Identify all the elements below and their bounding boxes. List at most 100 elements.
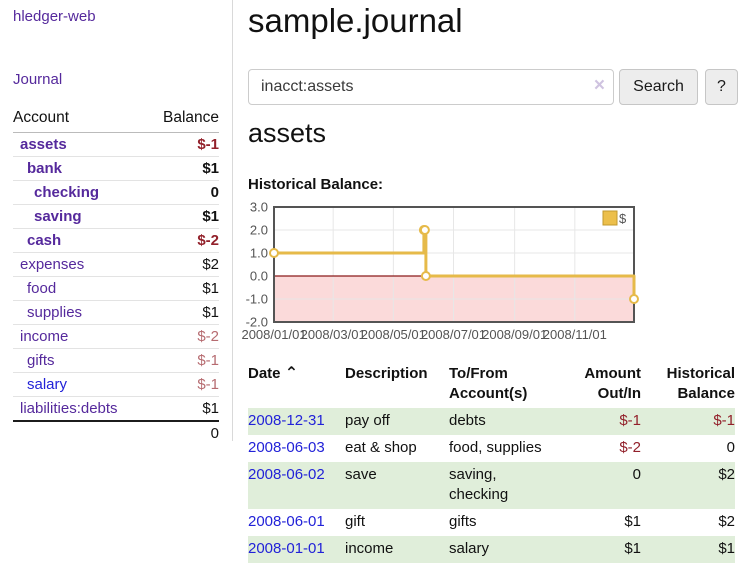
account-balance: $-1 xyxy=(147,348,219,373)
search-input[interactable] xyxy=(248,69,614,105)
accounts-table: Account Balance assets $-1 bank $1 checkin… xyxy=(13,106,219,445)
transaction-date-link[interactable]: 2008-06-03 xyxy=(248,439,325,456)
transaction-description: gift xyxy=(345,513,366,530)
account-heading: assets xyxy=(248,118,327,148)
page-title: sample.journal xyxy=(248,2,463,39)
svg-text:2008/01/01: 2008/01/01 xyxy=(241,327,306,342)
chart-title: Historical Balance: xyxy=(248,176,384,193)
transaction-historical: 0 xyxy=(726,439,735,456)
account-balance: $1 xyxy=(147,300,219,325)
account-link-saving[interactable]: saving xyxy=(34,208,82,225)
account-link-checking[interactable]: checking xyxy=(34,184,100,201)
account-balance: $-2 xyxy=(147,228,219,253)
accounts-header-balance: Balance xyxy=(147,106,219,133)
account-link-assets[interactable]: assets xyxy=(20,136,67,153)
transaction-historical: $1 xyxy=(641,536,735,563)
transaction-date-link[interactable]: 2008-01-01 xyxy=(248,540,325,557)
account-row: gifts $-1 xyxy=(13,348,219,373)
register-row: 2008-06-01 gift gifts $1 $2 xyxy=(248,509,735,536)
account-balance: $1 xyxy=(147,276,219,301)
svg-text:2008/09/01: 2008/09/01 xyxy=(482,327,547,342)
clear-search-icon[interactable]: × xyxy=(593,75,605,96)
register-header-amount: Amount Out/In xyxy=(584,365,641,402)
account-row: liabilities:debts $1 xyxy=(13,396,219,421)
transaction-tofrom: food, supplies xyxy=(449,439,542,456)
transaction-date-link[interactable]: 2008-12-31 xyxy=(248,412,325,429)
svg-text:-1.0: -1.0 xyxy=(246,292,268,307)
account-row: salary $-1 xyxy=(13,372,219,397)
account-link-income[interactable]: income xyxy=(20,328,69,345)
register-row: 2008-01-01 income salary $1 $1 xyxy=(248,536,735,563)
transaction-historical: $2 xyxy=(641,462,735,509)
transaction-tofrom: saving, checking xyxy=(449,462,561,509)
account-row: checking 0 xyxy=(13,180,219,205)
chart-canvas: 3.0 2.0 1.0 0.0 -1.0 -2.02008/01/012008/03/01… xyxy=(241,200,639,342)
svg-text:2008/05/01: 2008/05/01 xyxy=(361,327,426,342)
account-link-bank[interactable]: bank xyxy=(27,160,63,177)
sort-asc-icon: ⌃ xyxy=(284,365,299,382)
search-form: × Search ? xyxy=(248,69,738,105)
account-link-cash[interactable]: cash xyxy=(27,232,62,249)
account-row: supplies $1 xyxy=(13,300,219,325)
transaction-date-link[interactable]: 2008-06-02 xyxy=(248,466,325,483)
account-row: assets $-1 xyxy=(13,133,219,157)
sidebar-item-journal[interactable]: Journal xyxy=(13,71,63,88)
account-link-expenses[interactable]: expenses xyxy=(20,256,85,273)
historical-balance-chart: 3.0 2.0 1.0 0.0 -1.0 -2.0 2008/01/01 2008/03/01… xyxy=(241,200,642,345)
account-balance: $2 xyxy=(147,252,219,277)
account-row: expenses $2 xyxy=(13,252,219,277)
register-header-historical: Historical Balance xyxy=(666,365,735,402)
svg-text:2008/11/01: 2008/11/01 xyxy=(543,327,607,342)
transaction-tofrom: salary xyxy=(449,536,561,563)
account-link-salary[interactable]: salary xyxy=(27,376,68,393)
transaction-description: pay off xyxy=(345,408,449,435)
account-balance: $1 xyxy=(147,204,219,229)
transaction-amount: $1 xyxy=(624,513,641,530)
accounts-header-account: Account xyxy=(13,106,148,133)
svg-text:1.0: 1.0 xyxy=(250,246,268,261)
register-table: Date ⌃ Description To/From Account(s) Am… xyxy=(248,362,735,563)
sidebar: hledger-web Journal Account Balance asse… xyxy=(0,0,233,445)
accounts-total: 0 xyxy=(147,420,219,445)
account-link-supplies[interactable]: supplies xyxy=(27,304,83,321)
transaction-historical: $-1 xyxy=(641,408,735,435)
transaction-amount: $1 xyxy=(561,536,641,563)
register-header-date[interactable]: Date ⌃ xyxy=(248,365,299,382)
transaction-amount: $-2 xyxy=(619,439,641,456)
account-balance: 0 xyxy=(147,180,219,205)
svg-text:3.0: 3.0 xyxy=(250,200,268,215)
transaction-historical: $2 xyxy=(718,513,735,530)
transaction-date-link[interactable]: 2008-06-01 xyxy=(248,513,325,530)
help-button[interactable]: ? xyxy=(705,69,738,105)
account-balance: $-1 xyxy=(197,136,219,153)
svg-text:$: $ xyxy=(619,211,627,226)
account-balance: $-2 xyxy=(147,324,219,349)
account-row: food $1 xyxy=(13,276,219,301)
account-row: saving $1 xyxy=(13,204,219,229)
svg-text:0.0: 0.0 xyxy=(250,269,268,284)
transaction-description: income xyxy=(345,536,449,563)
account-row: bank $1 xyxy=(13,156,219,181)
account-link-liabilities-debts[interactable]: liabilities:debts xyxy=(20,400,118,417)
svg-text:2008/07/01: 2008/07/01 xyxy=(421,327,486,342)
transaction-amount: 0 xyxy=(561,462,641,509)
app-title-link[interactable]: hledger-web xyxy=(13,8,96,25)
account-balance: $1 xyxy=(147,396,219,421)
account-row: income $-2 xyxy=(13,324,219,349)
account-balance: $-1 xyxy=(147,372,219,397)
register-header-tofrom: To/From Account(s) xyxy=(449,365,528,402)
register-row: 2008-06-02 save saving, checking 0 $2 xyxy=(248,462,735,509)
transaction-description: save xyxy=(345,462,449,509)
search-button[interactable]: Search xyxy=(619,69,698,105)
svg-text:-2.0: -2.0 xyxy=(246,315,268,330)
svg-text:2.0: 2.0 xyxy=(250,223,268,238)
transaction-description: eat & shop xyxy=(345,439,417,456)
register-header-description: Description xyxy=(345,365,428,382)
account-link-gifts[interactable]: gifts xyxy=(27,352,55,369)
account-link-food[interactable]: food xyxy=(27,280,57,297)
account-row: cash $-2 xyxy=(13,228,219,253)
transaction-tofrom: debts xyxy=(449,408,561,435)
transaction-amount: $-1 xyxy=(561,408,641,435)
register-row: 2008-06-03 eat & shop food, supplies $-2… xyxy=(248,435,735,462)
register-row: 2008-12-31 pay off debts $-1 $-1 xyxy=(248,408,735,435)
